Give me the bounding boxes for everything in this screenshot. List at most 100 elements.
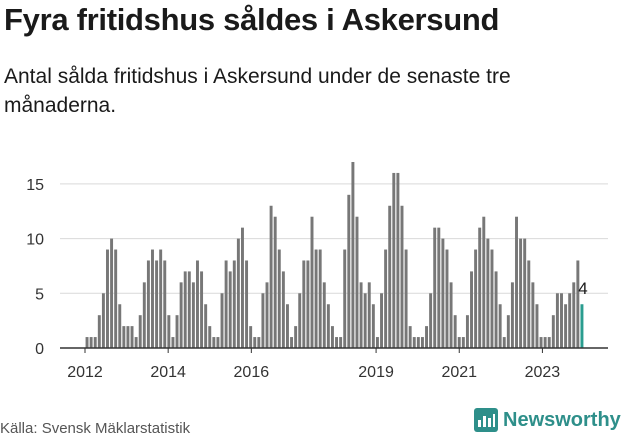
bar (200, 271, 204, 348)
bar (551, 315, 555, 348)
bar (171, 337, 175, 348)
bar (322, 282, 326, 348)
bar (343, 249, 347, 348)
bar (155, 260, 159, 348)
bar (335, 337, 339, 348)
bar (547, 337, 551, 348)
y-tick-label: 10 (26, 232, 44, 249)
bar (281, 271, 285, 348)
bar (302, 260, 306, 348)
bar (232, 260, 236, 348)
bar (277, 249, 281, 348)
chart-title: Fyra fritidshus såldes i Askersund (4, 2, 500, 37)
bar (539, 337, 543, 348)
bar (355, 216, 359, 348)
bar (568, 293, 572, 348)
bar (273, 216, 277, 348)
bar (453, 315, 457, 348)
bar (245, 260, 249, 348)
bar (212, 337, 216, 348)
bar (294, 326, 298, 348)
bar (159, 249, 163, 348)
latest-value-label: 4 (578, 279, 587, 298)
bar (318, 249, 322, 348)
bar (474, 249, 478, 348)
bar (478, 227, 482, 348)
bar (261, 293, 265, 348)
bar (535, 304, 539, 348)
bar (375, 337, 379, 348)
bar (236, 238, 240, 348)
bar (265, 282, 269, 348)
x-axis-labels: 2012 2014 2016 2019 2021 2023 (67, 364, 560, 380)
bar (425, 326, 428, 348)
bar (449, 282, 453, 348)
bar (392, 172, 396, 348)
x-tick-label: 2019 (358, 364, 394, 380)
bar (220, 293, 224, 348)
newsworthy-logo-icon (474, 408, 498, 432)
bar (122, 326, 126, 348)
bar (151, 249, 154, 348)
bar (420, 337, 424, 348)
x-axis (60, 347, 608, 353)
bar (314, 249, 318, 348)
bar (298, 293, 302, 348)
bar (408, 326, 412, 348)
bar (163, 260, 167, 348)
bar (494, 271, 498, 348)
bar (531, 282, 535, 348)
bar (146, 260, 150, 348)
bar (228, 271, 232, 348)
bar (445, 249, 449, 348)
bar (253, 337, 257, 348)
bar (310, 216, 314, 348)
x-tick-label: 2012 (67, 364, 103, 380)
bar (486, 238, 490, 348)
bar (384, 249, 388, 348)
bar (110, 238, 114, 348)
bar (519, 238, 523, 348)
bar (367, 282, 371, 348)
bar (527, 260, 531, 348)
bar (560, 293, 563, 348)
bar (416, 337, 420, 348)
bar (404, 249, 408, 348)
bar (93, 337, 97, 348)
bar (502, 337, 506, 348)
bar (130, 326, 134, 348)
bar (461, 337, 465, 348)
x-tick-label: 2023 (525, 364, 561, 380)
bar (126, 326, 130, 348)
bar (208, 326, 212, 348)
bar (482, 216, 486, 348)
bar (400, 205, 404, 348)
bar (269, 205, 273, 348)
bar (138, 315, 142, 348)
bar (85, 337, 89, 348)
bar (179, 282, 183, 348)
newsworthy-logo[interactable]: Newsworthy (474, 408, 621, 432)
bar (101, 293, 105, 348)
source-note: Källa: Svensk Mäklarstatistik (0, 420, 191, 437)
bar (523, 238, 527, 348)
bar (339, 337, 343, 348)
x-tick-label: 2016 (234, 364, 270, 380)
bar (216, 337, 220, 348)
bar (290, 337, 294, 348)
bar (241, 227, 244, 348)
bar (330, 326, 334, 348)
bar (465, 315, 469, 348)
bar (490, 249, 494, 348)
bar (470, 271, 473, 348)
bar (396, 172, 400, 348)
y-tick-label: 5 (35, 286, 44, 303)
bar (89, 337, 93, 348)
bar (196, 260, 199, 348)
bar (257, 337, 261, 348)
bar (498, 304, 502, 348)
bar (118, 304, 122, 348)
bar (97, 315, 101, 348)
bar (457, 337, 461, 348)
bar (572, 282, 576, 348)
